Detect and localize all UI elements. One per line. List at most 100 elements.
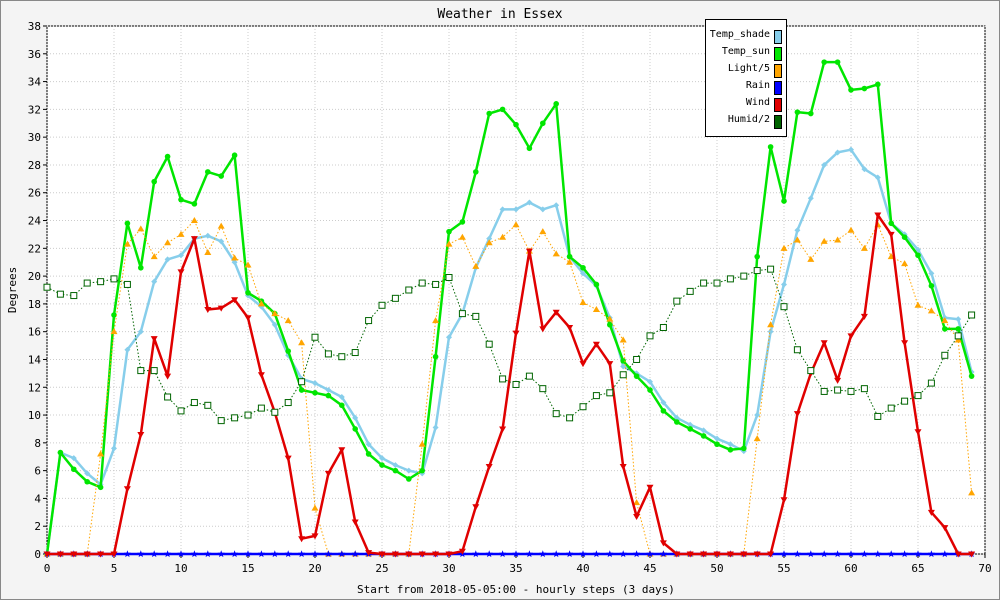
data-point bbox=[793, 550, 801, 558]
data-point bbox=[311, 333, 319, 341]
data-point bbox=[566, 414, 574, 422]
data-point bbox=[928, 283, 935, 289]
data-point bbox=[472, 504, 480, 511]
data-point bbox=[955, 326, 961, 332]
data-point bbox=[245, 289, 251, 296]
data-point bbox=[56, 551, 64, 558]
data-point bbox=[646, 550, 654, 558]
data-point bbox=[191, 201, 198, 207]
y-tick-label: 4 bbox=[34, 492, 41, 505]
data-point bbox=[552, 550, 560, 558]
y-tick-label: 0 bbox=[34, 548, 41, 561]
data-point bbox=[713, 279, 721, 287]
data-point bbox=[365, 317, 373, 325]
data-point bbox=[606, 315, 614, 322]
data-point bbox=[552, 309, 560, 316]
data-point bbox=[860, 385, 868, 393]
data-point bbox=[539, 550, 547, 558]
data-point bbox=[83, 279, 91, 287]
data-point bbox=[472, 550, 480, 558]
legend: Temp_shade Temp_sun Light/5 Rain Wind Hu… bbox=[705, 19, 787, 137]
data-point bbox=[97, 278, 105, 286]
y-tick-label: 22 bbox=[28, 242, 41, 255]
legend-item-humid: Humid/2 bbox=[706, 113, 786, 130]
data-point bbox=[472, 262, 480, 269]
data-point bbox=[298, 387, 305, 393]
series-temp-sun bbox=[44, 59, 975, 557]
data-point bbox=[673, 551, 681, 558]
legend-item-temp-sun: Temp_sun bbox=[706, 45, 786, 62]
data-point bbox=[941, 317, 949, 324]
data-point bbox=[874, 174, 881, 181]
y-tick-label: 38 bbox=[28, 20, 41, 33]
y-tick-label: 14 bbox=[28, 353, 42, 366]
data-point bbox=[579, 403, 587, 411]
data-point bbox=[820, 550, 828, 558]
data-point bbox=[848, 87, 854, 93]
data-point bbox=[941, 525, 949, 532]
data-point bbox=[861, 85, 868, 92]
data-point bbox=[687, 426, 693, 432]
data-point bbox=[674, 419, 680, 425]
data-point bbox=[352, 414, 359, 421]
data-point bbox=[686, 551, 694, 558]
data-point bbox=[726, 551, 734, 558]
data-point bbox=[793, 236, 801, 243]
data-point bbox=[633, 513, 641, 520]
data-point bbox=[271, 310, 279, 317]
data-point bbox=[123, 240, 131, 247]
data-point bbox=[793, 346, 801, 354]
data-point bbox=[860, 550, 868, 558]
x-tick-label: 30 bbox=[442, 562, 455, 575]
x-tick-label: 60 bbox=[844, 562, 857, 575]
data-point bbox=[914, 550, 922, 558]
data-point bbox=[445, 240, 453, 247]
data-point bbox=[298, 536, 306, 543]
data-point bbox=[445, 273, 453, 281]
series-line bbox=[47, 220, 973, 555]
data-point bbox=[485, 463, 493, 470]
data-point bbox=[660, 408, 667, 414]
legend-label: Wind bbox=[745, 97, 770, 108]
data-point bbox=[137, 328, 144, 335]
data-point bbox=[257, 372, 265, 379]
data-point bbox=[968, 551, 976, 558]
x-tick-label: 15 bbox=[241, 562, 254, 575]
data-point bbox=[767, 321, 775, 328]
data-point bbox=[914, 429, 922, 436]
y-tick-label: 12 bbox=[28, 381, 41, 394]
data-point bbox=[432, 551, 440, 558]
legend-item-wind: Wind bbox=[706, 96, 786, 113]
data-point bbox=[137, 550, 145, 558]
data-point bbox=[753, 267, 761, 275]
data-point bbox=[311, 504, 319, 511]
data-point bbox=[351, 349, 359, 357]
x-tick-label: 0 bbox=[44, 562, 51, 575]
data-point bbox=[526, 199, 533, 206]
data-point bbox=[714, 435, 720, 442]
data-point bbox=[780, 244, 788, 251]
data-point bbox=[190, 550, 198, 558]
data-point bbox=[860, 313, 868, 320]
data-point bbox=[874, 212, 882, 219]
data-point bbox=[620, 363, 627, 370]
data-point bbox=[190, 217, 198, 224]
data-point bbox=[217, 417, 225, 425]
data-point bbox=[741, 445, 747, 452]
data-point bbox=[486, 110, 493, 117]
data-point bbox=[887, 404, 895, 412]
data-point bbox=[901, 234, 908, 240]
x-tick-label: 70 bbox=[978, 562, 991, 575]
data-point bbox=[164, 550, 172, 558]
data-point bbox=[271, 321, 278, 328]
data-point bbox=[553, 202, 560, 209]
x-axis-label: Start from 2018-05-05:00 - hourly steps … bbox=[357, 583, 675, 596]
data-point bbox=[97, 484, 104, 491]
data-point bbox=[432, 353, 439, 360]
data-point bbox=[499, 550, 507, 558]
x-tick-label: 65 bbox=[911, 562, 924, 575]
data-point bbox=[754, 412, 761, 419]
data-point bbox=[57, 449, 64, 456]
x-tick-label: 20 bbox=[308, 562, 321, 575]
